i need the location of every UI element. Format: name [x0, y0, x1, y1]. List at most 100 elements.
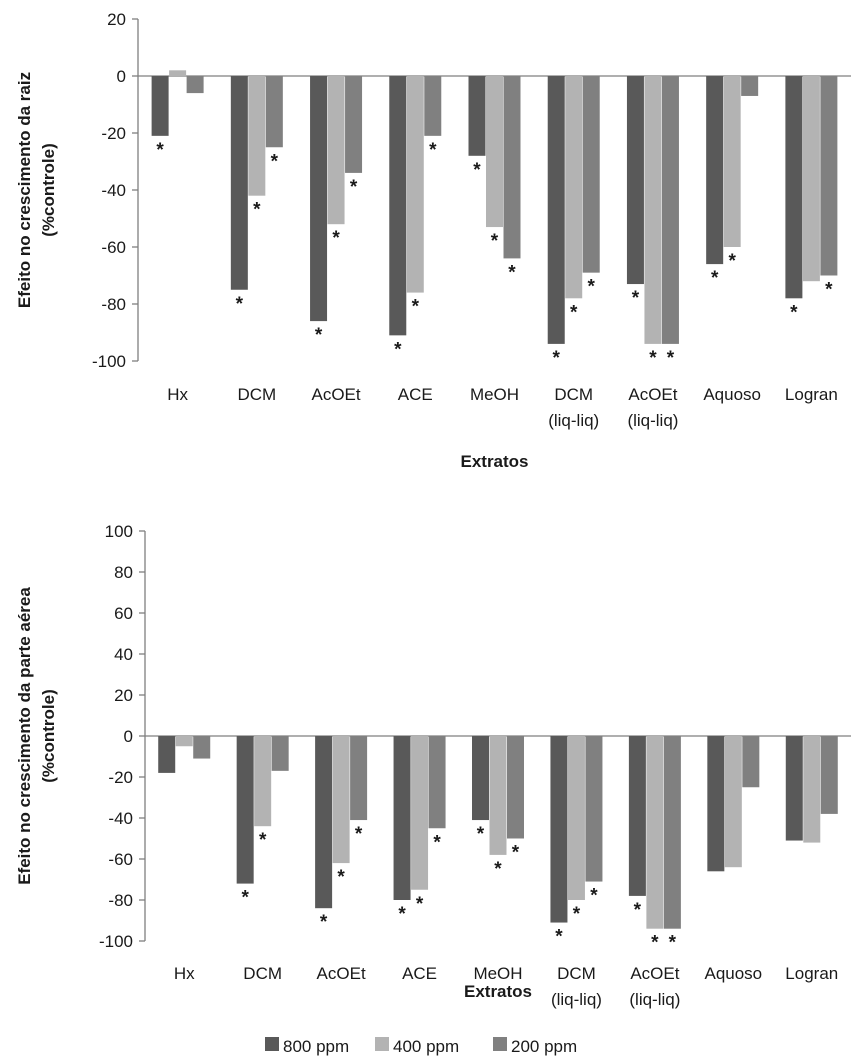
- bar: [315, 736, 333, 909]
- significance-marker: *: [236, 294, 244, 315]
- y-tick-label: 80: [114, 563, 133, 582]
- bar: [489, 736, 507, 855]
- x-category-label: (liq-liq): [627, 411, 678, 430]
- bar: [271, 736, 289, 771]
- x-category-label: ACE: [398, 385, 433, 404]
- bar: [345, 76, 363, 173]
- significance-marker: *: [394, 339, 402, 360]
- bar: [802, 76, 820, 282]
- bar: [428, 736, 446, 829]
- significance-marker: *: [350, 177, 358, 198]
- legend-swatch: [265, 1037, 279, 1051]
- x-category-label: AcOEt: [628, 385, 677, 404]
- bar: [585, 736, 603, 882]
- significance-marker: *: [271, 151, 279, 172]
- significance-marker: *: [494, 859, 502, 880]
- x-category-label: Aquoso: [704, 964, 762, 983]
- x-category-label: AcOEt: [311, 385, 360, 404]
- bar: [486, 76, 503, 228]
- bar: [785, 736, 803, 841]
- significance-marker: *: [156, 140, 164, 161]
- bar: [411, 736, 429, 890]
- bar: [507, 736, 524, 839]
- significance-marker: *: [728, 251, 736, 272]
- significance-marker: *: [590, 886, 598, 907]
- significance-marker: *: [429, 140, 437, 161]
- significance-marker: *: [315, 325, 323, 346]
- bar: [236, 736, 254, 884]
- x-category-label: ACE: [402, 964, 437, 983]
- bar: [472, 736, 489, 821]
- significance-marker: *: [416, 894, 424, 915]
- significance-marker: *: [473, 160, 481, 181]
- bar: [186, 76, 204, 94]
- significance-marker: *: [588, 277, 596, 298]
- bar: [567, 736, 585, 900]
- significance-marker: *: [667, 348, 675, 369]
- significance-marker: *: [477, 824, 485, 845]
- y-tick-label: -100: [99, 932, 133, 951]
- bar: [626, 76, 644, 285]
- bar: [644, 76, 662, 344]
- bar: [424, 76, 442, 136]
- significance-marker: *: [632, 288, 640, 309]
- significance-marker: *: [711, 268, 719, 289]
- y-tick-label: -40: [108, 809, 133, 828]
- significance-marker: *: [669, 933, 677, 954]
- x-category-label: Logran: [785, 964, 838, 983]
- significance-marker: *: [332, 228, 340, 249]
- bar: [582, 76, 600, 273]
- bar: [723, 76, 741, 247]
- bar: [785, 76, 803, 299]
- y-tick-label: -20: [108, 768, 133, 787]
- significance-marker: *: [259, 830, 267, 851]
- significance-marker: *: [651, 933, 659, 954]
- bar: [707, 736, 725, 872]
- legend-swatch: [375, 1037, 389, 1051]
- bar: [389, 76, 407, 336]
- y-axis-title-line: Efeito no crescimento da raiz: [15, 72, 34, 308]
- y-tick-label: 20: [107, 10, 126, 29]
- significance-marker: *: [573, 904, 581, 925]
- x-category-label: Hx: [174, 964, 195, 983]
- significance-marker: *: [508, 262, 516, 283]
- legend-swatch: [493, 1037, 507, 1051]
- bar: [327, 76, 345, 225]
- x-category-label: (liq-liq): [629, 990, 680, 1009]
- bar: [565, 76, 583, 299]
- y-tick-label: 40: [114, 645, 133, 664]
- bar: [646, 736, 664, 929]
- y-tick-label: 60: [114, 604, 133, 623]
- bar: [332, 736, 350, 864]
- bar: [230, 76, 248, 290]
- legend-label: 800 ppm: [283, 1037, 349, 1056]
- significance-marker: *: [634, 900, 642, 921]
- y-tick-label: -60: [101, 238, 126, 257]
- significance-marker: *: [649, 348, 657, 369]
- significance-marker: *: [241, 888, 249, 909]
- bar: [193, 736, 211, 759]
- x-axis-title: Extratos: [464, 982, 532, 1001]
- bar: [310, 76, 328, 322]
- x-category-label: DCM: [557, 964, 596, 983]
- bar: [661, 76, 679, 344]
- bar: [265, 76, 283, 148]
- bar: [663, 736, 681, 929]
- legend-label: 400 ppm: [393, 1037, 459, 1056]
- legend-label: 200 ppm: [511, 1037, 577, 1056]
- y-tick-label: -20: [101, 124, 126, 143]
- bar: [503, 76, 521, 259]
- y-tick-label: -80: [101, 295, 126, 314]
- x-category-label: DCM: [243, 964, 282, 983]
- x-category-label: (liq-liq): [548, 411, 599, 430]
- x-category-label: (liq-liq): [551, 990, 602, 1009]
- y-axis-title: Efeito no crescimento da raiz (%controle): [15, 72, 58, 308]
- x-category-label: Hx: [167, 385, 188, 404]
- significance-marker: *: [253, 200, 261, 221]
- bar: [550, 736, 568, 923]
- y-tick-label: -60: [108, 850, 133, 869]
- x-axis-title: Extratos: [460, 452, 528, 471]
- x-category-label: Logran: [785, 385, 838, 404]
- bar: [706, 76, 724, 265]
